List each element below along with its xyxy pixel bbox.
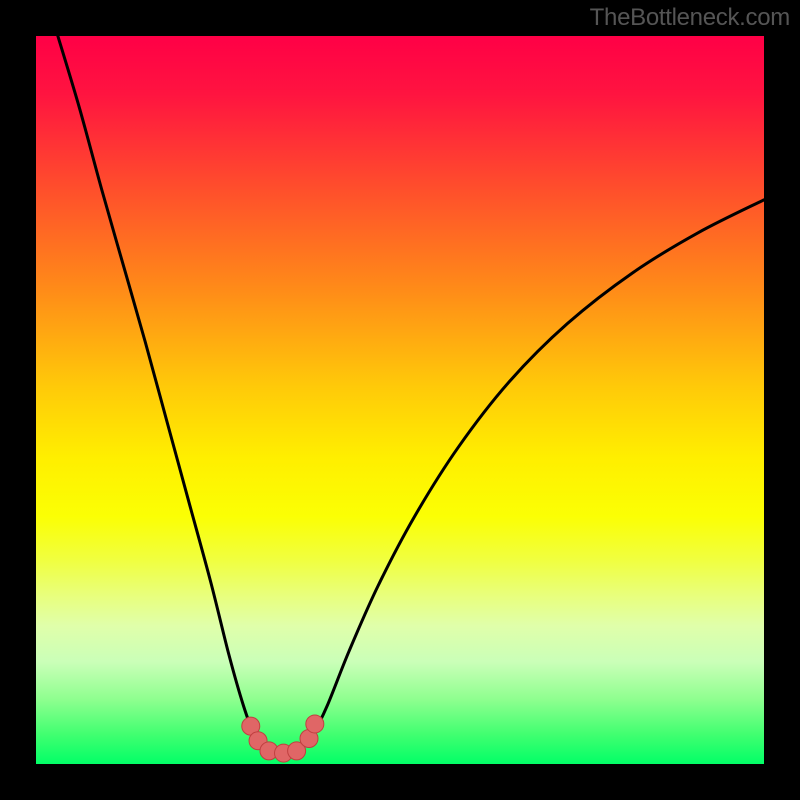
bottleneck-chart — [36, 36, 764, 764]
gradient-background — [36, 36, 764, 764]
data-marker — [306, 715, 324, 733]
chart-frame: TheBottleneck.com — [0, 0, 800, 800]
watermark-text: TheBottleneck.com — [590, 4, 790, 32]
